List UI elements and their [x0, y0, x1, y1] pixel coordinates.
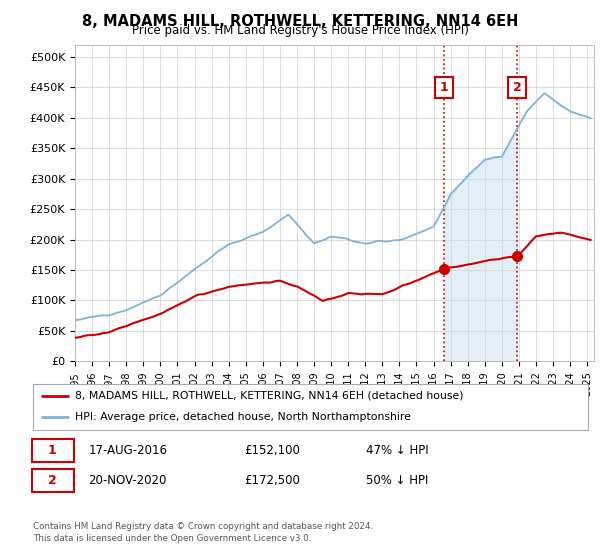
Text: 1: 1: [440, 81, 448, 94]
Text: 50% ↓ HPI: 50% ↓ HPI: [366, 474, 428, 487]
Text: HPI: Average price, detached house, North Northamptonshire: HPI: Average price, detached house, Nort…: [74, 412, 410, 422]
Text: 8, MADAMS HILL, ROTHWELL, KETTERING, NN14 6EH: 8, MADAMS HILL, ROTHWELL, KETTERING, NN1…: [82, 14, 518, 29]
Text: 2: 2: [48, 474, 57, 487]
FancyBboxPatch shape: [32, 469, 74, 492]
Text: £172,500: £172,500: [244, 474, 300, 487]
Text: 8, MADAMS HILL, ROTHWELL, KETTERING, NN14 6EH (detached house): 8, MADAMS HILL, ROTHWELL, KETTERING, NN1…: [74, 391, 463, 400]
Text: 1: 1: [48, 444, 57, 457]
Text: 2: 2: [513, 81, 521, 94]
Text: 20-NOV-2020: 20-NOV-2020: [89, 474, 167, 487]
Text: Price paid vs. HM Land Registry's House Price Index (HPI): Price paid vs. HM Land Registry's House …: [131, 24, 469, 37]
Text: Contains HM Land Registry data © Crown copyright and database right 2024.
This d: Contains HM Land Registry data © Crown c…: [33, 522, 373, 543]
Text: 47% ↓ HPI: 47% ↓ HPI: [366, 444, 428, 457]
Text: 17-AUG-2016: 17-AUG-2016: [89, 444, 167, 457]
FancyBboxPatch shape: [32, 438, 74, 462]
Text: £152,100: £152,100: [244, 444, 300, 457]
